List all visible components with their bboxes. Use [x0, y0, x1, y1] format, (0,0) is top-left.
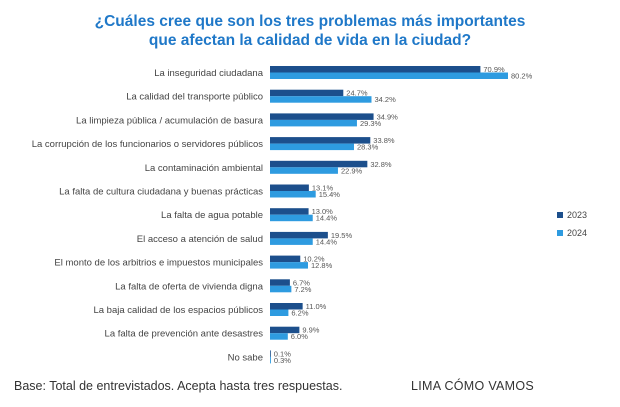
bar-2024 [270, 191, 316, 198]
bar-2024 [270, 214, 313, 222]
bar-2023 [270, 160, 368, 168]
category-label: La limpieza pública / acumulación de bas… [76, 115, 264, 126]
data-label-2024: 6.0% [291, 332, 308, 341]
data-label-2024: 7.2% [294, 285, 311, 294]
bar-2024 [270, 238, 313, 245]
bar-2023 [270, 137, 371, 144]
bar-2023 [270, 279, 290, 286]
category-label: La contaminación ambiental [145, 163, 263, 174]
category-label: La falta de prevención ante desastres [105, 329, 264, 340]
data-label-2023: 34.9% [377, 112, 399, 121]
category-label: La falta de cultura ciudadana y buenas p… [59, 187, 263, 198]
bar-2024 [270, 96, 372, 103]
legend-label-2024: 2024 [567, 228, 587, 238]
bar-2024 [270, 72, 508, 79]
bar-2023 [270, 113, 374, 120]
data-label-2023: 13.0% [312, 207, 334, 216]
bar-2024 [270, 333, 288, 340]
data-label-2024: 80.2% [511, 72, 533, 81]
category-label: La falta de oferta de vivienda digna [115, 281, 264, 292]
bar-2023 [270, 89, 344, 97]
footer-brand: LIMA CÓMO VAMOS [411, 379, 535, 393]
bar-2023 [270, 326, 300, 334]
data-label-2023: 33.8% [373, 136, 395, 145]
data-label-2023: 70.9% [483, 65, 505, 74]
data-label-2023: 32.8% [370, 160, 392, 169]
bar-2024 [270, 262, 308, 269]
legend-label-2023: 2023 [567, 210, 587, 220]
data-label-2023: 24.7% [346, 89, 368, 98]
category-label: La inseguridad ciudadana [154, 68, 264, 79]
bar-2023 [270, 66, 481, 73]
footer-note: Base: Total de entrevistados. Acepta has… [14, 379, 343, 393]
bar-2024 [270, 167, 338, 174]
legend-swatch-2023 [557, 212, 563, 218]
bar-2024 [270, 285, 292, 293]
bar-2023 [270, 255, 301, 263]
data-label-2023: 19.5% [331, 231, 353, 240]
category-label: La calidad del transporte público [126, 92, 263, 103]
bar-2024 [270, 309, 289, 316]
category-label: El monto de los arbitrios e impuestos mu… [54, 258, 263, 269]
data-label-2024: 14.4% [316, 237, 338, 246]
data-label-2024: 34.2% [374, 95, 396, 104]
bar-2024 [270, 356, 271, 364]
data-label-2024: 6.2% [291, 309, 308, 318]
data-label-2023: 9.9% [302, 326, 319, 335]
bar-2024 [270, 143, 354, 151]
bar-2023 [270, 350, 271, 357]
chart-title-line-1: ¿Cuáles cree que son los tres problemas … [94, 13, 526, 30]
data-label-2024: 28.3% [357, 143, 379, 152]
data-label-2024: 0.3% [274, 356, 291, 365]
category-label: La corrupción de los funcionarios o serv… [32, 139, 264, 150]
data-label-2024: 22.9% [341, 166, 363, 175]
bar-2023 [270, 184, 309, 191]
category-label: La falta de agua potable [161, 210, 263, 221]
category-label: La baja calidad de los espacios públicos [93, 305, 263, 316]
bar-2023 [270, 231, 328, 239]
category-label: No sabe [228, 352, 263, 363]
data-label-2024: 15.4% [319, 190, 341, 199]
data-label-2023: 10.2% [303, 255, 325, 264]
chart-title: ¿Cuáles cree que son los tres problemas … [0, 12, 620, 50]
chart-title-line-2: que afectan la calidad de vida en la ciu… [148, 32, 472, 49]
data-label-2024: 14.4% [316, 214, 338, 223]
data-label-2023: 6.7% [293, 278, 310, 287]
data-label-2023: 13.1% [312, 184, 334, 193]
data-label-2024: 12.8% [311, 261, 333, 270]
bar-2023 [270, 303, 303, 310]
bar-2023 [270, 208, 309, 215]
data-label-2023: 11.0% [306, 302, 327, 311]
category-label: El acceso a atención de salud [137, 234, 263, 245]
data-label-2024: 29.3% [360, 119, 382, 128]
data-label-2023: 0.1% [274, 349, 291, 358]
legend-swatch-2024 [557, 230, 563, 236]
bar-2024 [270, 119, 357, 127]
